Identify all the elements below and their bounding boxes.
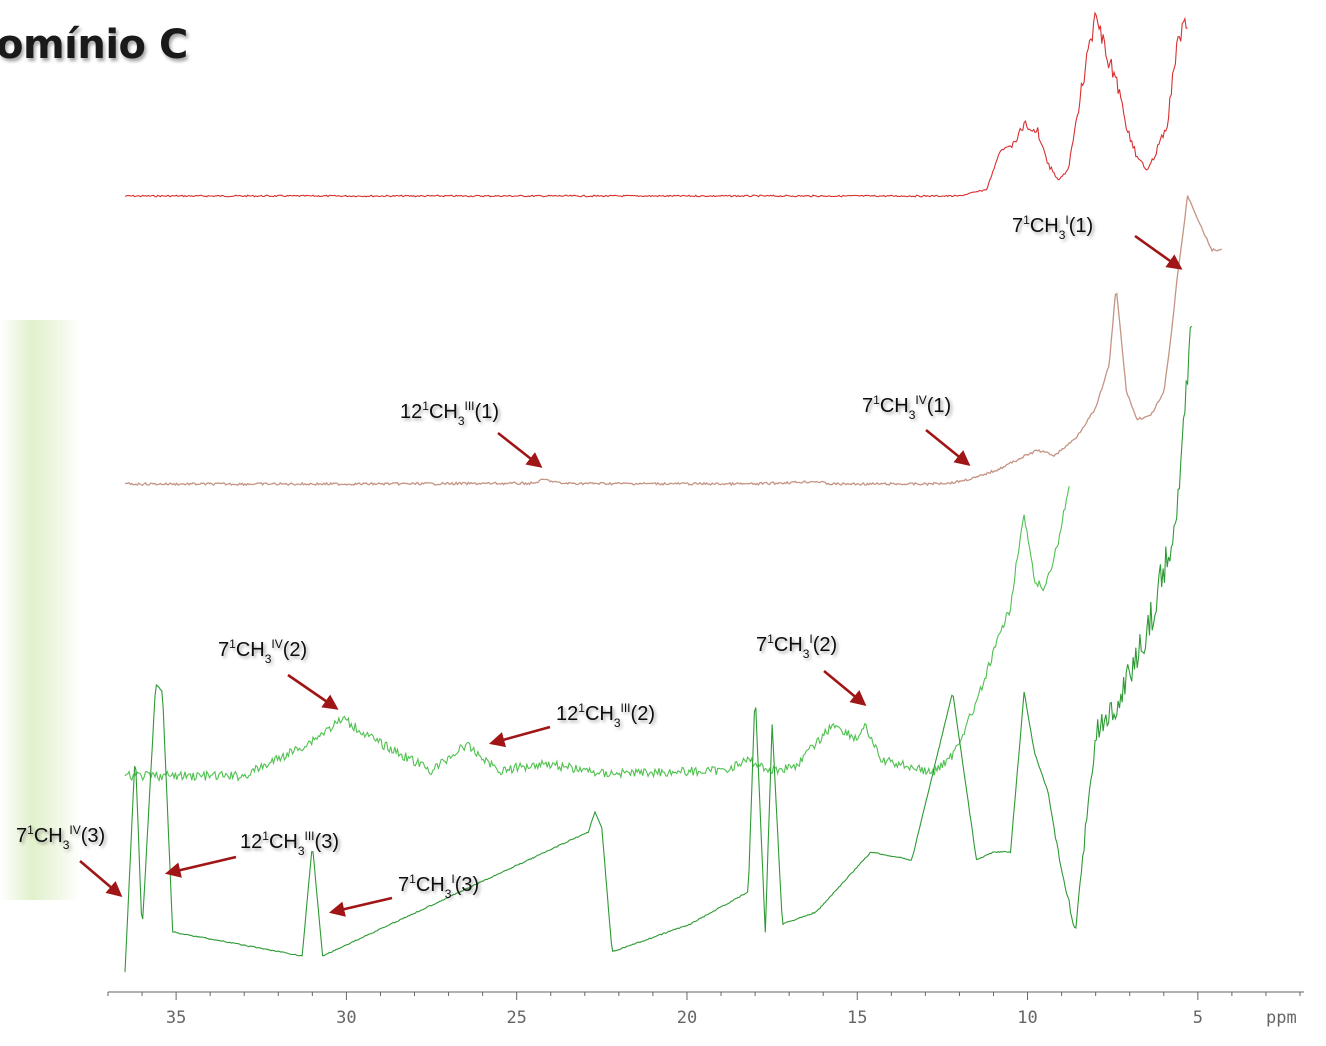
peak-label-sup1: 1 <box>767 632 774 646</box>
peak-label-base: 7 <box>862 395 873 417</box>
peak-label-sub: 3 <box>63 838 70 852</box>
peak-label-mid: CH <box>269 831 298 853</box>
peak-label-sup1: 1 <box>873 393 880 407</box>
peak-label-sup1: 1 <box>27 823 34 837</box>
peak-label-sup2: III <box>621 701 631 715</box>
peak-label-mid: CH <box>236 639 265 661</box>
peak-annotation: 121CH3III(1) <box>400 399 543 468</box>
peak-label-sup1: 1 <box>229 637 236 651</box>
peak-label-mid: CH <box>774 634 803 656</box>
peak-label-tail: (1) <box>1069 215 1093 237</box>
peak-annotation: 121CH3III(2) <box>488 701 655 748</box>
spectrum-trace-4 <box>124 325 1193 973</box>
x-tick-label: 35 <box>166 1008 186 1028</box>
annotation-arrow <box>1134 234 1183 270</box>
peak-label-base: 7 <box>218 639 229 661</box>
peak-label-sup2: III <box>305 829 315 843</box>
peak-annotation: 71CH3IV(3) <box>16 823 123 898</box>
peak-label-mid: CH <box>429 401 458 423</box>
peak-label-sub: 3 <box>298 844 305 858</box>
spectrum-trace-2 <box>124 195 1223 487</box>
peak-label-base: 12 <box>400 401 422 423</box>
peak-label-tail: (2) <box>283 639 307 661</box>
spectrum-trace-3 <box>124 486 1070 783</box>
peak-label-tail: (2) <box>813 634 837 656</box>
page-title: omínio C <box>0 22 188 68</box>
peak-label-tail: (3) <box>455 874 479 896</box>
peak-label-sup1: 1 <box>262 829 269 843</box>
peak-label-tail: (3) <box>81 825 105 847</box>
peak-label-base: 7 <box>756 634 767 656</box>
peak-annotation: 71CH3I(1) <box>1012 213 1183 270</box>
peak-label-sup2: III <box>465 399 475 413</box>
peak-label-mid: CH <box>585 703 614 725</box>
peak-label-mid: CH <box>34 825 63 847</box>
peak-label-sup2: IV <box>69 823 80 837</box>
peak-label: 121CH3III(3) <box>240 829 339 858</box>
peak-label-tail: (3) <box>315 831 339 853</box>
peak-label-tail: (1) <box>475 401 499 423</box>
annotation-layer: 71CH3I(1)121CH3III(1) 71CH3IV(1)71CH3IV(2… <box>16 213 1183 917</box>
peak-label-mid: CH <box>880 395 909 417</box>
peak-label-base: 12 <box>556 703 578 725</box>
x-axis: 35 30 25 20 15 10 5 ppm <box>107 991 1304 1028</box>
spectrum-trace-1 <box>124 11 1188 198</box>
peak-label-sub: 3 <box>614 716 621 730</box>
annotation-arrow <box>164 855 237 878</box>
peak-label: 71CH3I(3) <box>398 872 479 901</box>
peak-annotation: 71CH3IV(2) <box>218 637 339 710</box>
peak-label: 71CH3IV(1) <box>862 393 951 422</box>
peak-label: 71CH3I(2) <box>756 632 837 661</box>
peak-label: 121CH3III(1) <box>400 399 499 428</box>
decorative-green-band <box>0 320 80 900</box>
x-tick-label: 25 <box>506 1008 526 1028</box>
peak-label: 71CH3IV(3) <box>16 823 105 852</box>
x-tick-label: 30 <box>336 1008 356 1028</box>
peak-label-sub: 3 <box>803 647 810 661</box>
peak-label-tail: (1) <box>927 395 951 417</box>
peak-annotation: 71CH3I(3) <box>328 872 479 917</box>
peak-label-base: 7 <box>16 825 27 847</box>
peak-label-sup2: I <box>451 872 454 886</box>
x-tick-label: 5 <box>1193 1008 1203 1028</box>
peak-annotation: 71CH3I(2) <box>756 632 867 706</box>
peak-label-sub: 3 <box>458 414 465 428</box>
peak-label: 71CH3IV(2) <box>218 637 307 666</box>
peak-label-sup1: 1 <box>578 701 585 715</box>
annotation-arrow <box>497 431 543 468</box>
annotation-arrow <box>823 669 867 706</box>
peak-label-base: 7 <box>398 874 409 896</box>
annotation-arrow <box>287 673 339 710</box>
peak-label-mid: CH <box>1030 215 1059 237</box>
x-axis-label: ppm <box>1266 1008 1297 1028</box>
peak-label-sup1: 1 <box>409 872 416 886</box>
series-layer <box>124 11 1223 973</box>
x-tick-label: 15 <box>847 1008 867 1028</box>
peak-label-tail: (2) <box>631 703 655 725</box>
x-tick-label: 20 <box>677 1008 697 1028</box>
peak-label-sup2: I <box>809 632 812 646</box>
annotation-arrow <box>79 860 123 898</box>
annotation-arrow <box>488 725 551 748</box>
peak-label-base: 7 <box>1012 215 1023 237</box>
annotation-arrow <box>328 896 393 917</box>
peak-label-sup2: I <box>1065 213 1068 227</box>
peak-label-sub: 3 <box>1059 228 1066 242</box>
annotation-arrow <box>925 428 971 466</box>
peak-label-sup2: IV <box>915 393 926 407</box>
peak-label-sub: 3 <box>265 652 272 666</box>
peak-label-sub: 3 <box>909 408 916 422</box>
peak-annotation: 71CH3IV(1) <box>862 393 971 466</box>
peak-annotation: 121CH3III(3) <box>164 829 339 878</box>
peak-label-base: 12 <box>240 831 262 853</box>
peak-label: 121CH3III(2) <box>556 701 655 730</box>
x-tick-label: 10 <box>1017 1008 1037 1028</box>
peak-label-mid: CH <box>416 874 445 896</box>
peak-label-sub: 3 <box>445 887 452 901</box>
peak-label-sup1: 1 <box>1023 213 1030 227</box>
peak-label-sup1: 1 <box>422 399 429 413</box>
peak-label-sup2: IV <box>271 637 282 651</box>
peak-label: 71CH3I(1) <box>1012 213 1093 242</box>
